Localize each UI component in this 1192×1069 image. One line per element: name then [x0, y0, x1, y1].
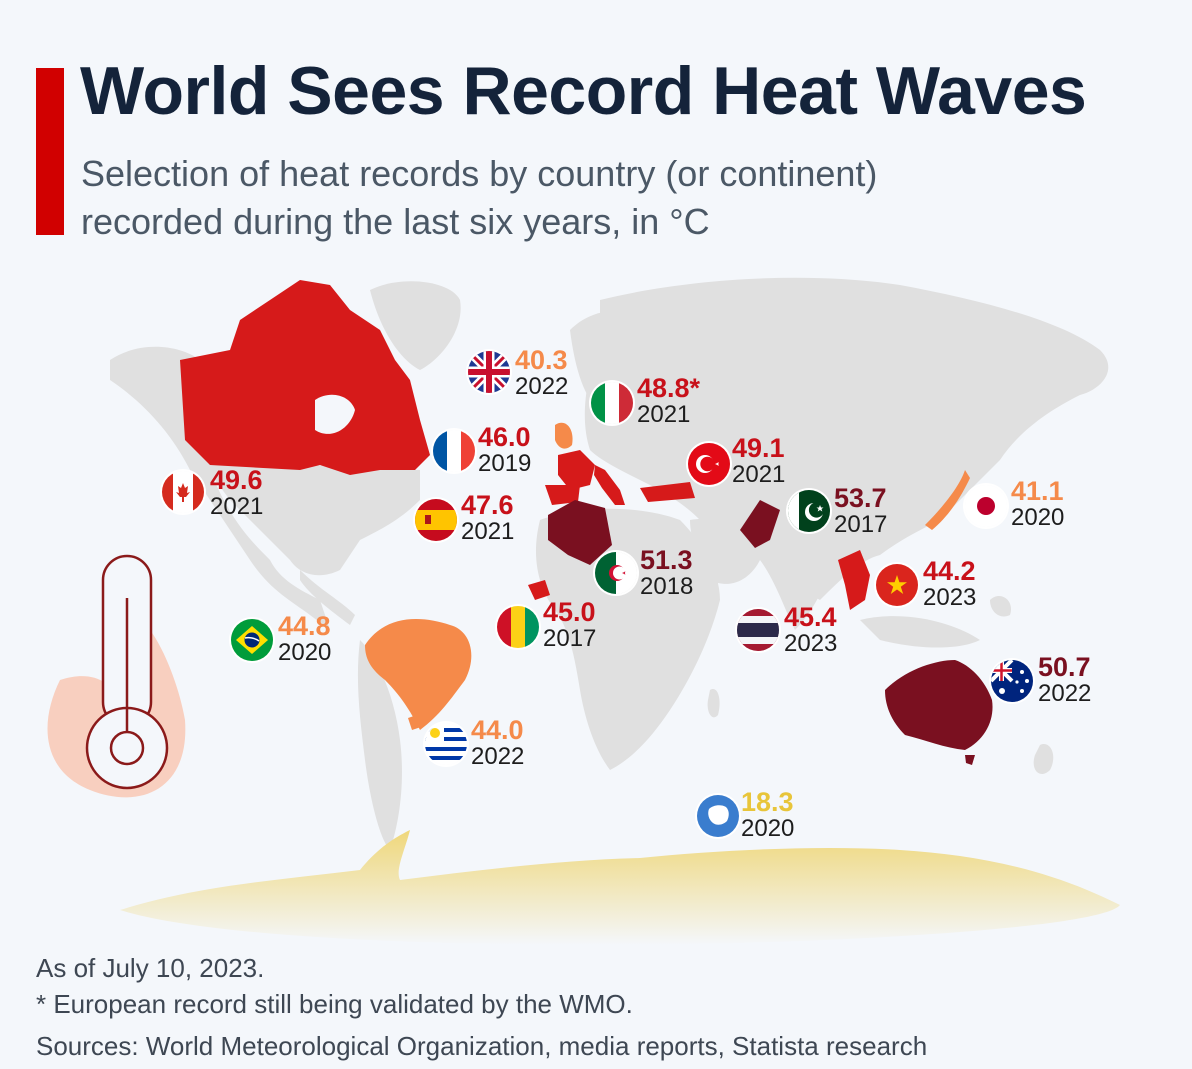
subtitle-line-1: Selection of heat records by country (or…: [81, 153, 878, 194]
page-title: World Sees Record Heat Waves: [80, 53, 1087, 129]
record-value: 48.8*: [637, 373, 701, 403]
record-year: 2021: [732, 461, 786, 488]
record-year: 2018: [640, 573, 694, 600]
record-label-uk: 40.3 2022: [515, 346, 568, 400]
flag-brazil-icon: [231, 619, 273, 661]
region-pakistan: [740, 500, 780, 548]
record-label-brazil: 44.8 2020: [278, 612, 331, 666]
region-turkey: [640, 482, 695, 502]
region-brazil: [365, 619, 472, 730]
flag-antarctica-icon: [697, 795, 739, 837]
record-value: 53.7: [834, 483, 887, 513]
region-canada: [180, 280, 430, 475]
region-antarctica: [120, 830, 1120, 945]
record-year: 2021: [461, 518, 515, 545]
record-label-australia: 50.7 2022: [1038, 653, 1091, 707]
flag-uk-icon: [468, 351, 510, 393]
flag-guinea-icon: [497, 606, 539, 648]
flag-thailand-icon: [737, 609, 779, 651]
record-year: 2021: [637, 401, 691, 428]
flag-italy-icon: [591, 382, 633, 424]
record-label-algeria: 51.3 2018: [640, 546, 693, 600]
region-france: [558, 450, 595, 490]
flag-turkey-icon: [688, 443, 730, 485]
record-label-pakistan: 53.7 2017: [834, 484, 887, 538]
page-subtitle: Selection of heat records by country (or…: [81, 150, 877, 246]
region-algeria: [548, 500, 612, 565]
flag-france-icon: [433, 430, 475, 472]
record-label-spain: 47.6 2021: [461, 491, 514, 545]
flag-canada-icon: [162, 471, 204, 513]
region-italy: [594, 465, 625, 505]
record-value: 49.6: [210, 465, 263, 495]
record-label-uruguay: 44.0 2022: [471, 716, 524, 770]
record-label-japan: 41.1 2020: [1011, 477, 1064, 531]
region-spain: [545, 485, 580, 505]
record-year: 2022: [1038, 680, 1092, 707]
flag-uruguay-icon: [425, 723, 467, 765]
footer-asof: As of July 10, 2023.: [36, 953, 265, 983]
flag-japan-icon: [965, 485, 1007, 527]
record-year: 2023: [784, 630, 838, 657]
record-value: 44.2: [923, 556, 976, 586]
record-label-antarctica: 18.3 2020: [741, 788, 794, 842]
record-year: 2019: [478, 450, 532, 477]
record-year: 2023: [923, 584, 977, 611]
record-value: 18.3: [741, 787, 794, 817]
record-value: 45.0: [543, 597, 596, 627]
record-label-france: 46.0 2019: [478, 423, 531, 477]
region-uk: [555, 422, 573, 449]
region-australia: [885, 660, 993, 750]
region-thailand-vietnam: [838, 550, 870, 610]
record-value: 47.6: [461, 490, 514, 520]
record-value: 44.8: [278, 611, 331, 641]
thermometer-icon: [47, 554, 186, 798]
record-value: 44.0: [471, 715, 524, 745]
record-year: 2022: [471, 743, 525, 770]
region-japan: [925, 470, 970, 530]
flag-australia-icon: [991, 660, 1033, 702]
record-value: 40.3: [515, 345, 568, 375]
record-value: 45.4: [784, 602, 837, 632]
record-label-italy: 48.8* 2021: [637, 374, 700, 428]
flag-spain-icon: [415, 499, 457, 541]
record-year: 2021: [210, 493, 264, 520]
flag-pakistan-icon: [788, 490, 830, 532]
footer-sources: Sources: World Meteorological Organizati…: [36, 1031, 928, 1061]
record-value: 41.1: [1011, 476, 1064, 506]
record-year: 2020: [741, 815, 795, 842]
record-year: 2020: [1011, 504, 1065, 531]
record-value: 46.0: [478, 422, 531, 452]
footer-note: * European record still being validated …: [36, 989, 633, 1019]
flag-vietnam-icon: [876, 564, 918, 606]
region-guinea: [528, 580, 550, 600]
title-accent-bar: [36, 68, 64, 235]
flag-algeria-icon: [595, 552, 637, 594]
region-uruguay: [408, 714, 424, 730]
land-background: [110, 277, 1109, 850]
subtitle-line-2: recorded during the last six years, in °…: [81, 201, 710, 242]
record-label-vietnam: 44.2 2023: [923, 557, 976, 611]
record-year: 2017: [543, 625, 597, 652]
record-year: 2022: [515, 373, 569, 400]
record-label-guinea: 45.0 2017: [543, 598, 596, 652]
record-value: 51.3: [640, 545, 693, 575]
record-value: 50.7: [1038, 652, 1091, 682]
record-label-canada: 49.6 2021: [210, 466, 263, 520]
record-value: 49.1: [732, 433, 785, 463]
record-label-turkey: 49.1 2021: [732, 434, 785, 488]
record-year: 2020: [278, 639, 332, 666]
record-year: 2017: [834, 511, 888, 538]
record-label-thailand: 45.4 2023: [784, 603, 837, 657]
